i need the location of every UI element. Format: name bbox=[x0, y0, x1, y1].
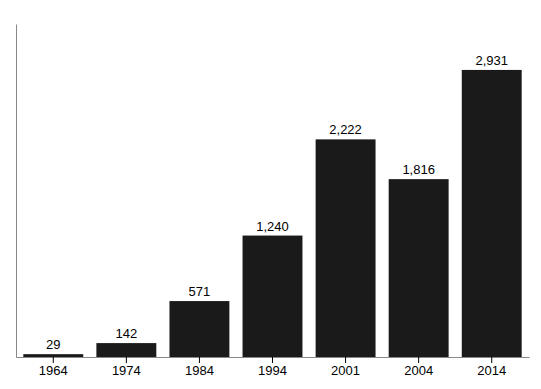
x-tick-mark bbox=[491, 357, 492, 363]
bar bbox=[169, 301, 229, 357]
x-tick: 2004 bbox=[404, 357, 433, 378]
y-axis-line bbox=[16, 25, 17, 358]
bar bbox=[316, 139, 376, 357]
x-tick: 1984 bbox=[185, 357, 214, 378]
chart-svg: 1964 1974 1984 1994 2001 2004 2014 29 142 571 1,24… bbox=[0, 0, 541, 389]
x-tick-label: 2004 bbox=[404, 363, 433, 378]
x-tick-label: 1974 bbox=[112, 363, 141, 378]
bar bbox=[23, 354, 83, 357]
x-tick-label: 1964 bbox=[39, 363, 68, 378]
plot-area: 1964 1974 1984 1994 2001 2004 2014 29 142 571 1,24… bbox=[17, 25, 530, 379]
bar bbox=[243, 236, 303, 357]
y-axis bbox=[16, 25, 17, 358]
data-label: 29 bbox=[46, 337, 60, 352]
x-tick-label: 2014 bbox=[477, 363, 506, 378]
x-tick-mark bbox=[53, 357, 54, 363]
bar bbox=[462, 70, 522, 357]
data-label: 1,240 bbox=[256, 219, 289, 234]
data-label: 2,222 bbox=[329, 122, 362, 137]
x-tick-mark bbox=[126, 357, 127, 363]
x-axis: 1964 1974 1984 1994 2001 2004 2014 bbox=[17, 357, 530, 378]
x-tick: 2014 bbox=[477, 357, 506, 378]
x-tick-mark bbox=[418, 357, 419, 363]
x-tick-label: 2001 bbox=[331, 363, 360, 378]
data-label: 142 bbox=[115, 326, 137, 341]
data-label: 1,816 bbox=[402, 162, 435, 177]
x-tick-label: 1994 bbox=[258, 363, 287, 378]
x-tick: 1974 bbox=[112, 357, 141, 378]
x-tick: 1964 bbox=[39, 357, 68, 378]
x-tick-mark bbox=[199, 357, 200, 363]
data-label: 2,931 bbox=[475, 53, 508, 68]
x-tick-mark bbox=[272, 357, 273, 363]
bar bbox=[389, 179, 449, 357]
data-label: 571 bbox=[189, 284, 211, 299]
x-tick: 1994 bbox=[258, 357, 287, 378]
chart-container: 1964 1974 1984 1994 2001 2004 2014 29 142 571 1,24… bbox=[0, 0, 541, 389]
bars bbox=[23, 70, 521, 357]
data-labels: 29 142 571 1,240 2,222 1,816 2,931 bbox=[46, 53, 508, 352]
x-tick-mark bbox=[345, 357, 346, 363]
x-tick-label: 1984 bbox=[185, 363, 214, 378]
x-tick: 2001 bbox=[331, 357, 360, 378]
bar bbox=[96, 343, 156, 357]
